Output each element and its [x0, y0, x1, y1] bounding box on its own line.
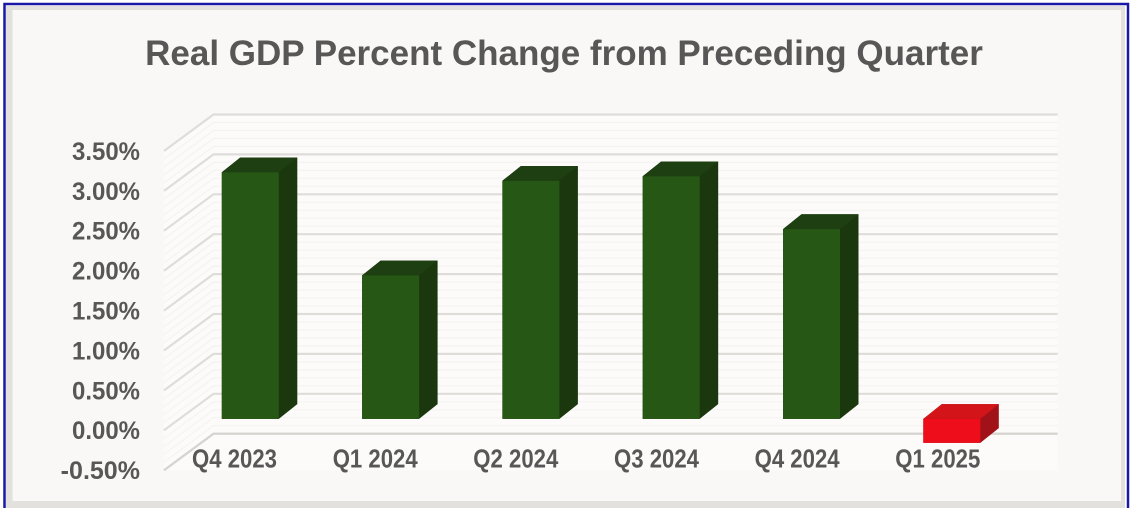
svg-text:2.50%: 2.50%	[72, 218, 140, 246]
svg-text:Q2 2024: Q2 2024	[473, 444, 558, 474]
svg-text:Q3 2024: Q3 2024	[614, 444, 699, 474]
svg-text:0.50%: 0.50%	[72, 377, 140, 405]
svg-text:Real GDP Percent Change from P: Real GDP Percent Change from Preceding Q…	[145, 34, 983, 73]
svg-text:1.00%: 1.00%	[72, 337, 140, 365]
svg-text:3.00%: 3.00%	[72, 178, 140, 206]
svg-text:-0.50%: -0.50%	[61, 457, 140, 485]
svg-text:2.00%: 2.00%	[72, 258, 140, 286]
svg-text:0.00%: 0.00%	[72, 417, 140, 445]
svg-text:Q1 2025: Q1 2025	[895, 444, 980, 474]
svg-text:1.50%: 1.50%	[72, 298, 140, 326]
svg-text:Q4 2023: Q4 2023	[192, 444, 277, 474]
svg-text:Q4 2024: Q4 2024	[755, 444, 840, 474]
svg-text:3.50%: 3.50%	[72, 138, 140, 166]
svg-text:Q1 2024: Q1 2024	[333, 444, 418, 474]
